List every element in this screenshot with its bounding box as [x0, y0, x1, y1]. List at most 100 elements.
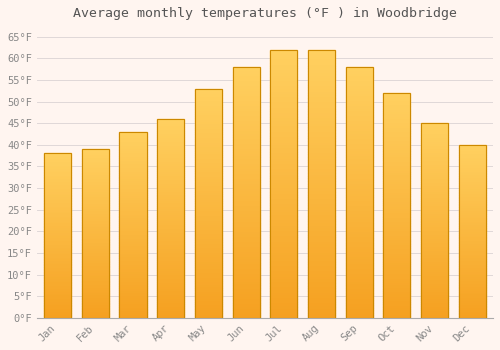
- Bar: [44, 300, 71, 301]
- Bar: [384, 289, 410, 291]
- Bar: [157, 181, 184, 183]
- Bar: [44, 181, 71, 183]
- Bar: [195, 134, 222, 137]
- Bar: [384, 221, 410, 223]
- Bar: [82, 169, 109, 171]
- Bar: [308, 208, 335, 211]
- Bar: [157, 173, 184, 175]
- Bar: [270, 187, 297, 189]
- Bar: [421, 258, 448, 259]
- Bar: [458, 247, 486, 248]
- Bar: [120, 167, 146, 169]
- Bar: [346, 107, 373, 110]
- Bar: [120, 295, 146, 298]
- Bar: [270, 114, 297, 117]
- Bar: [270, 176, 297, 178]
- Bar: [44, 251, 71, 252]
- Bar: [44, 188, 71, 190]
- Bar: [120, 305, 146, 307]
- Bar: [120, 138, 146, 139]
- Bar: [195, 297, 222, 300]
- Bar: [458, 262, 486, 264]
- Bar: [458, 226, 486, 228]
- Bar: [82, 229, 109, 230]
- Bar: [346, 262, 373, 265]
- Bar: [458, 233, 486, 235]
- Bar: [308, 168, 335, 170]
- Bar: [308, 216, 335, 219]
- Bar: [232, 162, 260, 165]
- Bar: [270, 61, 297, 63]
- Bar: [421, 137, 448, 139]
- Bar: [308, 66, 335, 69]
- Bar: [120, 210, 146, 212]
- Bar: [157, 198, 184, 201]
- Bar: [384, 244, 410, 246]
- Bar: [458, 308, 486, 309]
- Bar: [458, 176, 486, 178]
- Bar: [44, 311, 71, 313]
- Bar: [270, 197, 297, 200]
- Bar: [270, 87, 297, 90]
- Bar: [458, 285, 486, 287]
- Bar: [44, 195, 71, 196]
- Bar: [421, 279, 448, 281]
- Bar: [384, 190, 410, 192]
- Bar: [308, 69, 335, 71]
- Bar: [82, 311, 109, 313]
- Bar: [308, 288, 335, 291]
- Bar: [458, 223, 486, 224]
- Bar: [458, 157, 486, 159]
- Bar: [120, 204, 146, 206]
- Bar: [384, 133, 410, 136]
- Bar: [120, 147, 146, 149]
- Bar: [157, 209, 184, 210]
- Bar: [270, 154, 297, 157]
- Bar: [82, 227, 109, 229]
- Bar: [421, 234, 448, 236]
- Bar: [232, 165, 260, 167]
- Bar: [270, 106, 297, 109]
- Bar: [195, 144, 222, 146]
- Bar: [421, 316, 448, 318]
- Bar: [82, 296, 109, 297]
- Bar: [270, 304, 297, 307]
- Bar: [308, 154, 335, 157]
- Bar: [157, 153, 184, 155]
- Bar: [270, 181, 297, 184]
- Bar: [157, 268, 184, 270]
- Bar: [384, 257, 410, 259]
- Bar: [120, 149, 146, 150]
- Bar: [458, 309, 486, 311]
- Bar: [157, 236, 184, 238]
- Bar: [421, 182, 448, 183]
- Bar: [195, 205, 222, 208]
- Bar: [195, 240, 222, 242]
- Bar: [120, 143, 146, 145]
- Bar: [308, 189, 335, 192]
- Bar: [120, 260, 146, 262]
- Bar: [82, 202, 109, 203]
- Bar: [195, 286, 222, 288]
- Bar: [120, 270, 146, 271]
- Bar: [384, 104, 410, 106]
- Bar: [120, 158, 146, 160]
- Bar: [421, 312, 448, 314]
- Bar: [458, 154, 486, 155]
- Bar: [232, 235, 260, 238]
- Bar: [44, 168, 71, 170]
- Bar: [120, 160, 146, 162]
- Bar: [82, 303, 109, 304]
- Bar: [458, 166, 486, 167]
- Bar: [44, 176, 71, 178]
- Bar: [44, 165, 71, 167]
- Bar: [232, 110, 260, 112]
- Bar: [157, 256, 184, 258]
- Bar: [120, 221, 146, 223]
- Bar: [270, 141, 297, 144]
- Bar: [44, 232, 71, 234]
- Bar: [308, 264, 335, 267]
- Bar: [346, 288, 373, 290]
- Bar: [346, 315, 373, 318]
- Bar: [157, 300, 184, 302]
